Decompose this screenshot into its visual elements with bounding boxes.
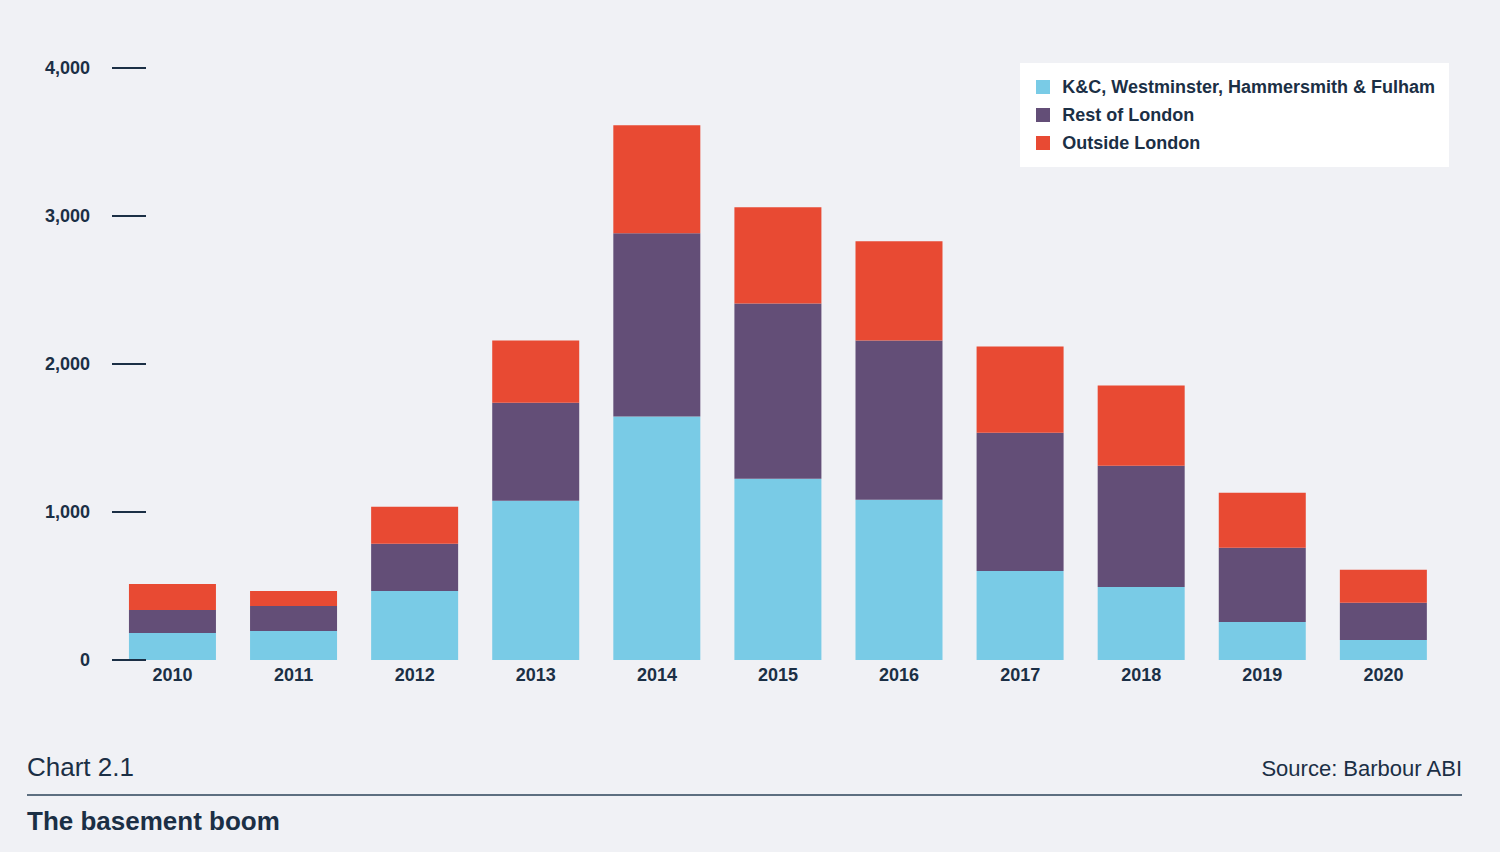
html-text:K&C, Westminster, Hammersmith: K&C, Westminster, Hammersmith & Fulham — [1062, 77, 1435, 97]
html-text:Chart 2.1: Chart 2.1 — [27, 752, 134, 782]
svg-text:2012: 2012 — [395, 665, 435, 685]
svg-text:2018: 2018 — [1121, 665, 1161, 685]
svg-text:1,000: 1,000 — [45, 502, 90, 522]
svg-text:2011: 2011 — [274, 665, 313, 685]
svg-text:2014: 2014 — [637, 665, 677, 685]
svg-text:2,000: 2,000 — [45, 354, 90, 374]
svg-text:0: 0 — [80, 650, 90, 670]
html-text:Source: Barbour ABI: Source: Barbour ABI — [1261, 756, 1462, 781]
svg-text:4,000: 4,000 — [45, 58, 90, 78]
svg-text:2019: 2019 — [1242, 665, 1282, 685]
svg-text:2017: 2017 — [1000, 665, 1040, 685]
html-text:Rest of London: Rest of London — [1062, 105, 1195, 125]
svg-text:2015: 2015 — [758, 665, 798, 685]
svg-text:2010: 2010 — [153, 665, 193, 685]
html-text:The basement boom: The basement boom — [27, 806, 280, 836]
html-text:Outside London: Outside London — [1062, 133, 1201, 153]
svg-text:3,000: 3,000 — [45, 206, 90, 226]
svg-text:2013: 2013 — [516, 665, 556, 685]
svg-text:2016: 2016 — [879, 665, 919, 685]
svg-text:2020: 2020 — [1363, 665, 1403, 685]
